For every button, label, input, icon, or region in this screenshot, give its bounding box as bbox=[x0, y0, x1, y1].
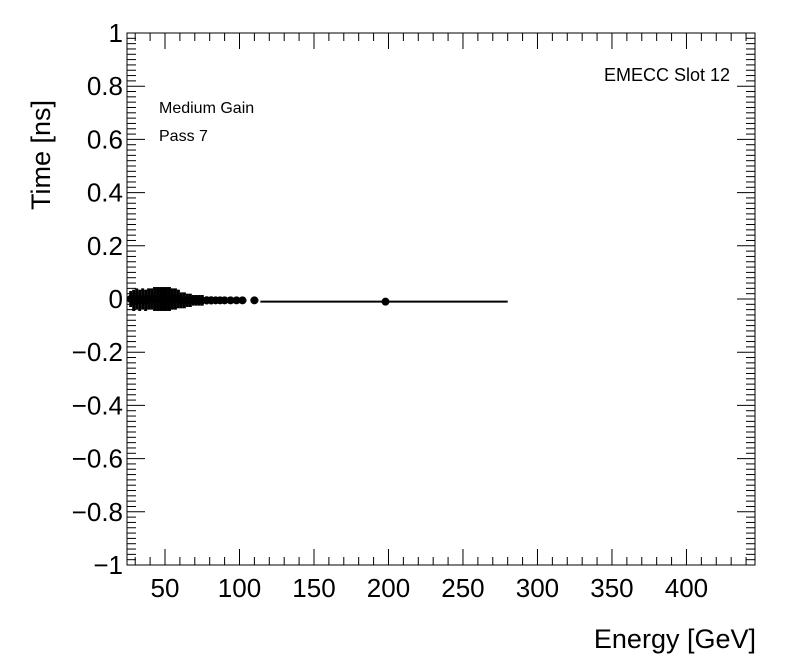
y-axis-title: Time [ns] bbox=[26, 100, 56, 210]
annotation-gain: Medium Gain bbox=[159, 100, 254, 117]
data-point bbox=[250, 296, 259, 305]
y-tick-label: 0.2 bbox=[87, 231, 123, 261]
y-tick-label: 0.6 bbox=[87, 124, 123, 154]
x-tick-label: 150 bbox=[292, 573, 335, 603]
x-tick-label: 250 bbox=[441, 573, 484, 603]
x-tick-label: 200 bbox=[367, 573, 410, 603]
y-tick-label: 1 bbox=[109, 18, 123, 48]
data-point bbox=[238, 296, 247, 305]
data-point bbox=[381, 297, 390, 306]
y-tick-label: −0.8 bbox=[72, 497, 123, 527]
y-tick-label: 0.4 bbox=[87, 178, 123, 208]
y-tick-label: −0.4 bbox=[72, 390, 123, 420]
x-tick-label: 50 bbox=[151, 573, 180, 603]
annotation-slot: EMECC Slot 12 bbox=[604, 65, 730, 85]
x-tick-label: 100 bbox=[218, 573, 261, 603]
y-tick-label: 0 bbox=[109, 284, 123, 314]
x-tick-label: 350 bbox=[590, 573, 633, 603]
y-tick-label: −0.6 bbox=[72, 444, 123, 474]
y-tick-label: −0.2 bbox=[72, 337, 123, 367]
x-axis-title: Energy [GeV] bbox=[594, 624, 756, 654]
ticks: 50 100 150 200 250 300 350 400 −1 −0.8 −0.6 −0.4 −0.… bbox=[72, 18, 755, 603]
y-tick-label: −1 bbox=[93, 550, 123, 580]
data-point bbox=[220, 296, 229, 305]
x-tick-label: 300 bbox=[516, 573, 559, 603]
annotation-pass: Pass 7 bbox=[159, 128, 208, 145]
data-marks bbox=[126, 287, 508, 311]
x-tick-label: 400 bbox=[665, 573, 708, 603]
data-point bbox=[226, 296, 235, 305]
y-tick-label: 0.8 bbox=[87, 71, 123, 101]
data-point bbox=[232, 296, 241, 305]
